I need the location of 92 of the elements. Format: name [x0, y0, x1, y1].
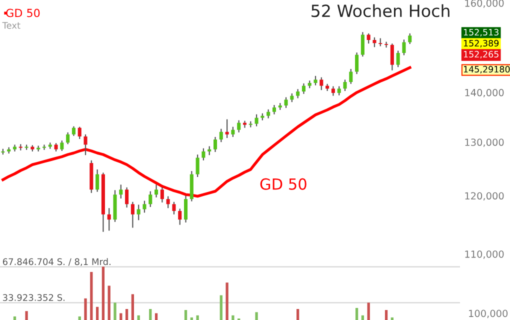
ref-line-label: 67.846.704 S. / 8,1 Mrd. — [2, 258, 110, 266]
chart-title: 52 Wochen Hoch — [312, 4, 450, 18]
text: 152,389 — [464, 40, 499, 48]
candlestick — [219, 128, 223, 143]
bar — [84, 298, 87, 320]
candlestick — [343, 79, 347, 92]
bar — [384, 310, 388, 320]
bar — [390, 317, 394, 320]
text: 145,29180 — [464, 66, 510, 74]
candlestick — [178, 208, 182, 226]
bar — [131, 294, 134, 320]
bar — [78, 316, 81, 320]
text: 100,000 — [469, 310, 508, 318]
bar — [226, 282, 228, 320]
candlestick — [66, 132, 70, 145]
candlestick — [284, 96, 288, 108]
candlestick — [366, 32, 370, 44]
candlestick — [172, 201, 176, 215]
y-tick-label: 140,000 — [465, 88, 504, 98]
bar — [355, 308, 358, 320]
text: 152,265 — [464, 50, 498, 58]
candlestick — [96, 168, 100, 192]
bar — [154, 313, 158, 320]
candlestick — [42, 144, 46, 150]
candlestick — [237, 120, 241, 133]
candlestick — [272, 104, 276, 115]
bar — [90, 272, 93, 320]
candlestick — [231, 126, 235, 138]
candlestick — [125, 186, 129, 208]
bar — [361, 315, 364, 320]
candlestick — [225, 118, 229, 139]
candlestick — [408, 32, 412, 45]
bar — [232, 315, 234, 320]
line-series — [2, 66, 412, 198]
candlestick — [60, 140, 64, 152]
legend-label: GD 50 — [6, 8, 40, 18]
bar — [108, 286, 110, 320]
bar — [125, 309, 128, 320]
candlestick — [320, 76, 324, 91]
annotation: Text — [2, 22, 20, 29]
candlestick — [314, 75, 318, 86]
candlestick — [148, 190, 152, 208]
bar — [96, 306, 99, 320]
candlestick — [166, 196, 170, 209]
candlestick — [184, 195, 188, 224]
annotation: GD 50 — [260, 178, 306, 190]
bar — [137, 315, 140, 320]
candlestick — [296, 88, 300, 99]
ref-line-label: 33.923.352 S. — [2, 294, 64, 301]
candlestick — [136, 204, 140, 221]
candlestick — [360, 32, 364, 58]
bar — [120, 313, 122, 320]
y-tick-label: 120,000 — [465, 192, 504, 201]
bar — [196, 315, 199, 320]
bar — [25, 311, 28, 320]
y-tick-label: 130,000 — [465, 138, 504, 147]
bar — [220, 295, 222, 320]
candlestick — [160, 186, 164, 203]
candlestick — [372, 36, 376, 48]
bar — [255, 312, 258, 320]
candlestick — [72, 126, 76, 136]
candlestick — [84, 134, 88, 156]
candlestick — [384, 41, 388, 48]
text: 152,513 — [464, 28, 498, 36]
candlestick — [396, 50, 400, 68]
bar — [184, 310, 188, 320]
candlestick — [119, 184, 123, 200]
bar — [367, 302, 370, 320]
candlestick — [78, 126, 82, 140]
candlestick — [402, 39, 406, 56]
bar — [296, 309, 300, 320]
candlestick — [196, 154, 200, 178]
candlestick — [107, 208, 111, 232]
candlestick — [142, 200, 146, 214]
candlestick — [130, 201, 134, 228]
bar — [149, 309, 152, 320]
bar — [13, 316, 16, 320]
candlestick — [213, 136, 218, 153]
candlestick — [154, 184, 158, 198]
candlestick — [390, 43, 394, 71]
candlestick — [337, 86, 341, 96]
candlestick — [349, 68, 353, 84]
candlestick — [202, 148, 206, 161]
candlestick — [254, 114, 258, 127]
bar — [102, 266, 105, 320]
candlestick — [331, 86, 335, 96]
candlestick — [242, 120, 247, 128]
candlestick — [355, 52, 359, 75]
candlestick — [302, 82, 306, 94]
y-tick-label: 110,000 — [465, 250, 504, 259]
bar — [190, 317, 193, 320]
bar — [114, 302, 116, 320]
